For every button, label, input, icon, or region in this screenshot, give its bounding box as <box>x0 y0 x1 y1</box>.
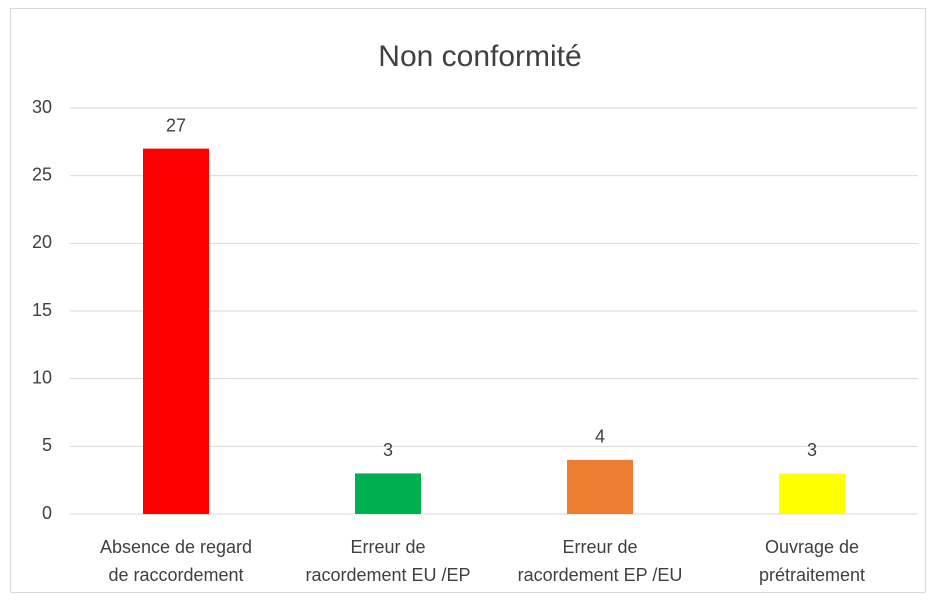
x-tick-label: Ouvrage de prétraitement <box>759 537 865 585</box>
y-tick-label: 15 <box>32 300 52 320</box>
data-label: 27 <box>166 115 186 135</box>
y-tick-label: 20 <box>32 232 52 252</box>
y-tick-label: 25 <box>32 164 52 184</box>
data-label: 3 <box>807 440 817 460</box>
bar <box>143 148 209 514</box>
data-label: 3 <box>383 440 393 460</box>
chart-title: Non conformité <box>378 40 581 73</box>
y-tick-label: 5 <box>42 435 52 455</box>
y-tick-label: 10 <box>32 367 52 387</box>
bar <box>355 473 421 514</box>
data-label: 4 <box>595 427 605 447</box>
y-tick-label: 30 <box>32 97 52 117</box>
bar <box>567 459 633 514</box>
x-tick-label: Erreur de racordement EP /EU <box>518 537 683 585</box>
x-tick-label: Absence de regard de raccordement <box>100 537 252 585</box>
y-tick-label: 0 <box>42 503 52 523</box>
bar <box>779 473 845 514</box>
x-tick-label: Erreur de racordement EU /EP <box>305 537 470 585</box>
